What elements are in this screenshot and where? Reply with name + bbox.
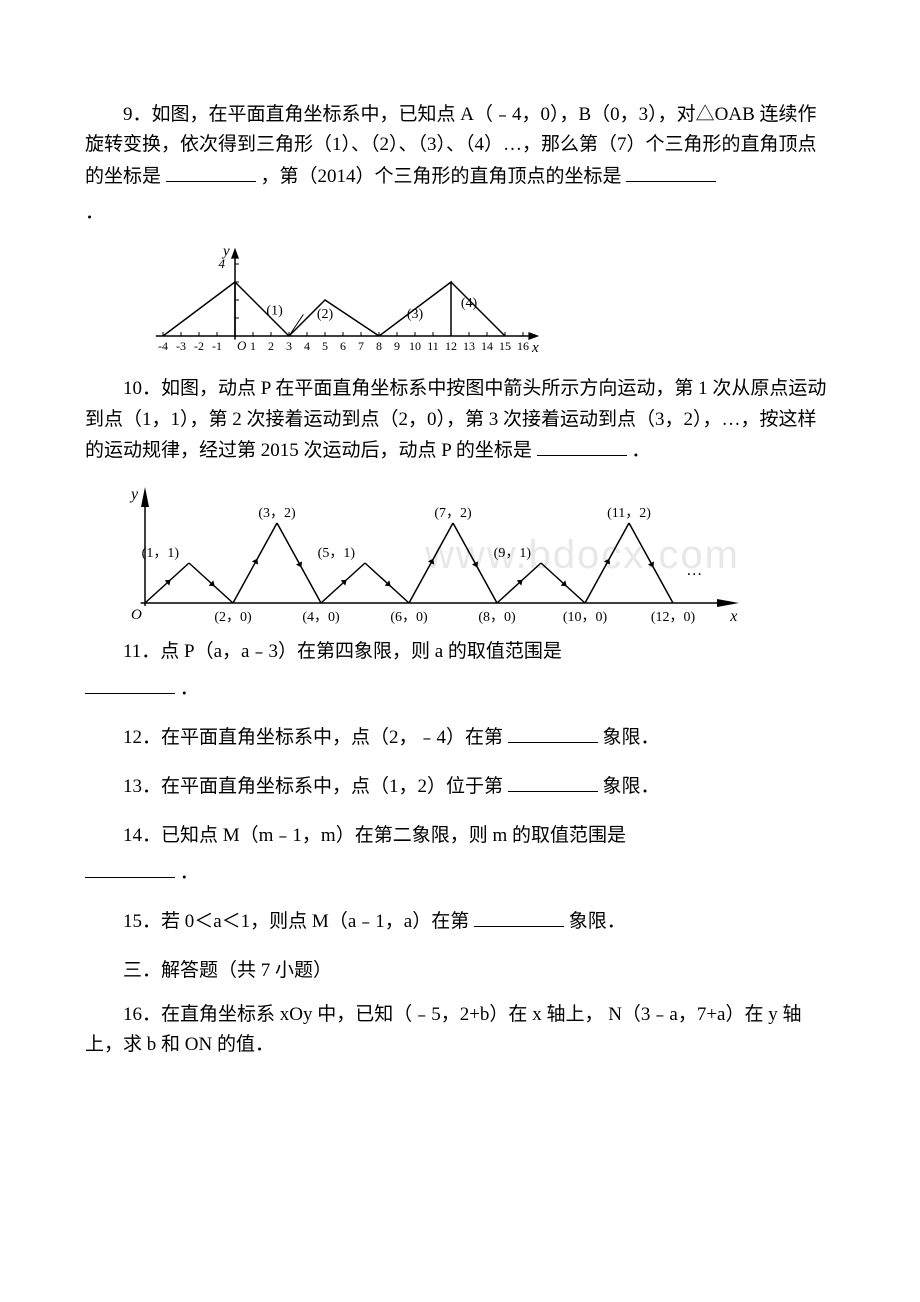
- svg-text:y: y: [129, 486, 139, 503]
- q11-tail: ．: [85, 673, 835, 704]
- q10-blank: [537, 435, 627, 456]
- svg-text:(2，0): (2，0): [214, 610, 252, 625]
- svg-text:9: 9: [394, 339, 400, 353]
- question-11: 11．点 P（a，a﹣3）在第四象限，则 a 的取值范围是: [85, 637, 835, 667]
- svg-text:…: …: [686, 562, 702, 579]
- svg-text:(6，0): (6，0): [390, 610, 428, 625]
- svg-text:(3): (3): [407, 307, 424, 322]
- svg-text:(7，2): (7，2): [434, 506, 472, 521]
- section-3-title: 三．解答题（共 7 小题）: [85, 956, 835, 986]
- q11-dot: ．: [180, 678, 199, 699]
- q11-blank: [85, 673, 175, 694]
- svg-text:x: x: [729, 608, 737, 625]
- q9-text3: ．: [85, 202, 104, 223]
- q12-blank: [508, 722, 598, 743]
- svg-text:-1: -1: [212, 339, 222, 353]
- svg-text:(11，2): (11，2): [607, 506, 651, 521]
- svg-text:O: O: [131, 607, 142, 623]
- svg-text:12: 12: [445, 339, 457, 353]
- q12-text: 12．在平面直角坐标系中，点（2，﹣4）在第: [123, 727, 503, 748]
- svg-text:(3，2): (3，2): [258, 506, 296, 521]
- svg-text:(10，0): (10，0): [563, 610, 608, 625]
- q15-tail: 象限．: [569, 911, 626, 932]
- svg-text:(12，0): (12，0): [651, 610, 696, 625]
- q9-text2: ，第（2014）个三角形的直角顶点的坐标是: [261, 166, 622, 187]
- figure-1: 4yx-4-3-2-1O12345678910111213141516(1)(2…: [145, 236, 835, 366]
- q9-tail: ．: [85, 198, 835, 228]
- q14-blank: [85, 857, 175, 878]
- svg-text:13: 13: [463, 339, 475, 353]
- svg-text:(8，0): (8，0): [478, 610, 516, 625]
- svg-text:8: 8: [376, 339, 382, 353]
- svg-text:2: 2: [268, 339, 274, 353]
- question-10: 10．如图，动点 P 在平面直角坐标系中按图中箭头所示方向运动，第 1 次从原点…: [85, 374, 835, 466]
- svg-text:14: 14: [481, 339, 493, 353]
- q15-blank: [474, 906, 564, 927]
- q14-dot: ．: [180, 862, 199, 883]
- svg-text:-3: -3: [176, 339, 186, 353]
- question-12: 12．在平面直角坐标系中，点（2，﹣4）在第 象限．: [85, 722, 835, 753]
- q14-tail: ．: [85, 857, 835, 888]
- svg-text:11: 11: [427, 339, 439, 353]
- q13-text: 13．在平面直角坐标系中，点（1，2）位于第: [123, 776, 503, 797]
- svg-text:-2: -2: [194, 339, 204, 353]
- svg-text:3: 3: [286, 339, 292, 353]
- q12-tail: 象限．: [603, 727, 660, 748]
- q10-text: 10．如图，动点 P 在平面直角坐标系中按图中箭头所示方向运动，第 1 次从原点…: [85, 378, 826, 461]
- svg-text:6: 6: [340, 339, 346, 353]
- question-14: 14．已知点 M（m﹣1，m）在第二象限，则 m 的取值范围是: [85, 821, 835, 851]
- question-13: 13．在平面直角坐标系中，点（1，2）位于第 象限．: [85, 771, 835, 802]
- q11-text: 11．点 P（a，a﹣3）在第四象限，则 a 的取值范围是: [123, 641, 562, 662]
- fig1-svg: 4yx-4-3-2-1O12345678910111213141516(1)(2…: [145, 236, 565, 366]
- question-15: 15．若 0＜a＜1，则点 M（a﹣1，a）在第 象限．: [85, 906, 835, 937]
- fig2-svg: www.bdocx.comyxO…(2，0)(4，0)(6，0)(8，0)(10…: [105, 473, 755, 633]
- q15-text: 15．若 0＜a＜1，则点 M（a﹣1，a）在第: [123, 911, 469, 932]
- svg-text:7: 7: [358, 339, 364, 353]
- svg-text:15: 15: [499, 339, 511, 353]
- q14-text: 14．已知点 M（m﹣1，m）在第二象限，则 m 的取值范围是: [123, 825, 626, 846]
- svg-text:1: 1: [250, 339, 256, 353]
- q10-tail: ．: [631, 440, 650, 461]
- svg-text:-4: -4: [158, 339, 168, 353]
- svg-text:x: x: [531, 340, 539, 356]
- svg-text:10: 10: [409, 339, 421, 353]
- svg-text:(1): (1): [266, 304, 283, 319]
- svg-text:4: 4: [304, 339, 310, 353]
- question-9: 9．如图，在平面直角坐标系中，已知点 A（﹣4，0），B（0，3），对△OAB …: [85, 100, 835, 192]
- svg-text:5: 5: [322, 339, 328, 353]
- svg-text:(9，1): (9，1): [494, 546, 532, 561]
- svg-text:(4，0): (4，0): [302, 610, 340, 625]
- q9-blank1: [166, 161, 256, 182]
- svg-text:(1，1): (1，1): [142, 546, 180, 561]
- svg-text:y: y: [221, 244, 230, 260]
- q13-tail: 象限．: [603, 776, 660, 797]
- svg-text:O: O: [237, 338, 247, 353]
- q13-blank: [508, 771, 598, 792]
- svg-text:(4): (4): [461, 297, 478, 312]
- q9-blank2: [626, 161, 716, 182]
- figure-2: www.bdocx.comyxO…(2，0)(4，0)(6，0)(8，0)(10…: [105, 473, 835, 633]
- question-16: 16．在直角坐标系 xOy 中，已知（﹣5，2+b）在 x 轴上， N（3﹣a，…: [85, 1000, 835, 1061]
- svg-text:16: 16: [517, 339, 529, 353]
- svg-text:(2): (2): [317, 307, 334, 322]
- svg-text:(5，1): (5，1): [318, 546, 356, 561]
